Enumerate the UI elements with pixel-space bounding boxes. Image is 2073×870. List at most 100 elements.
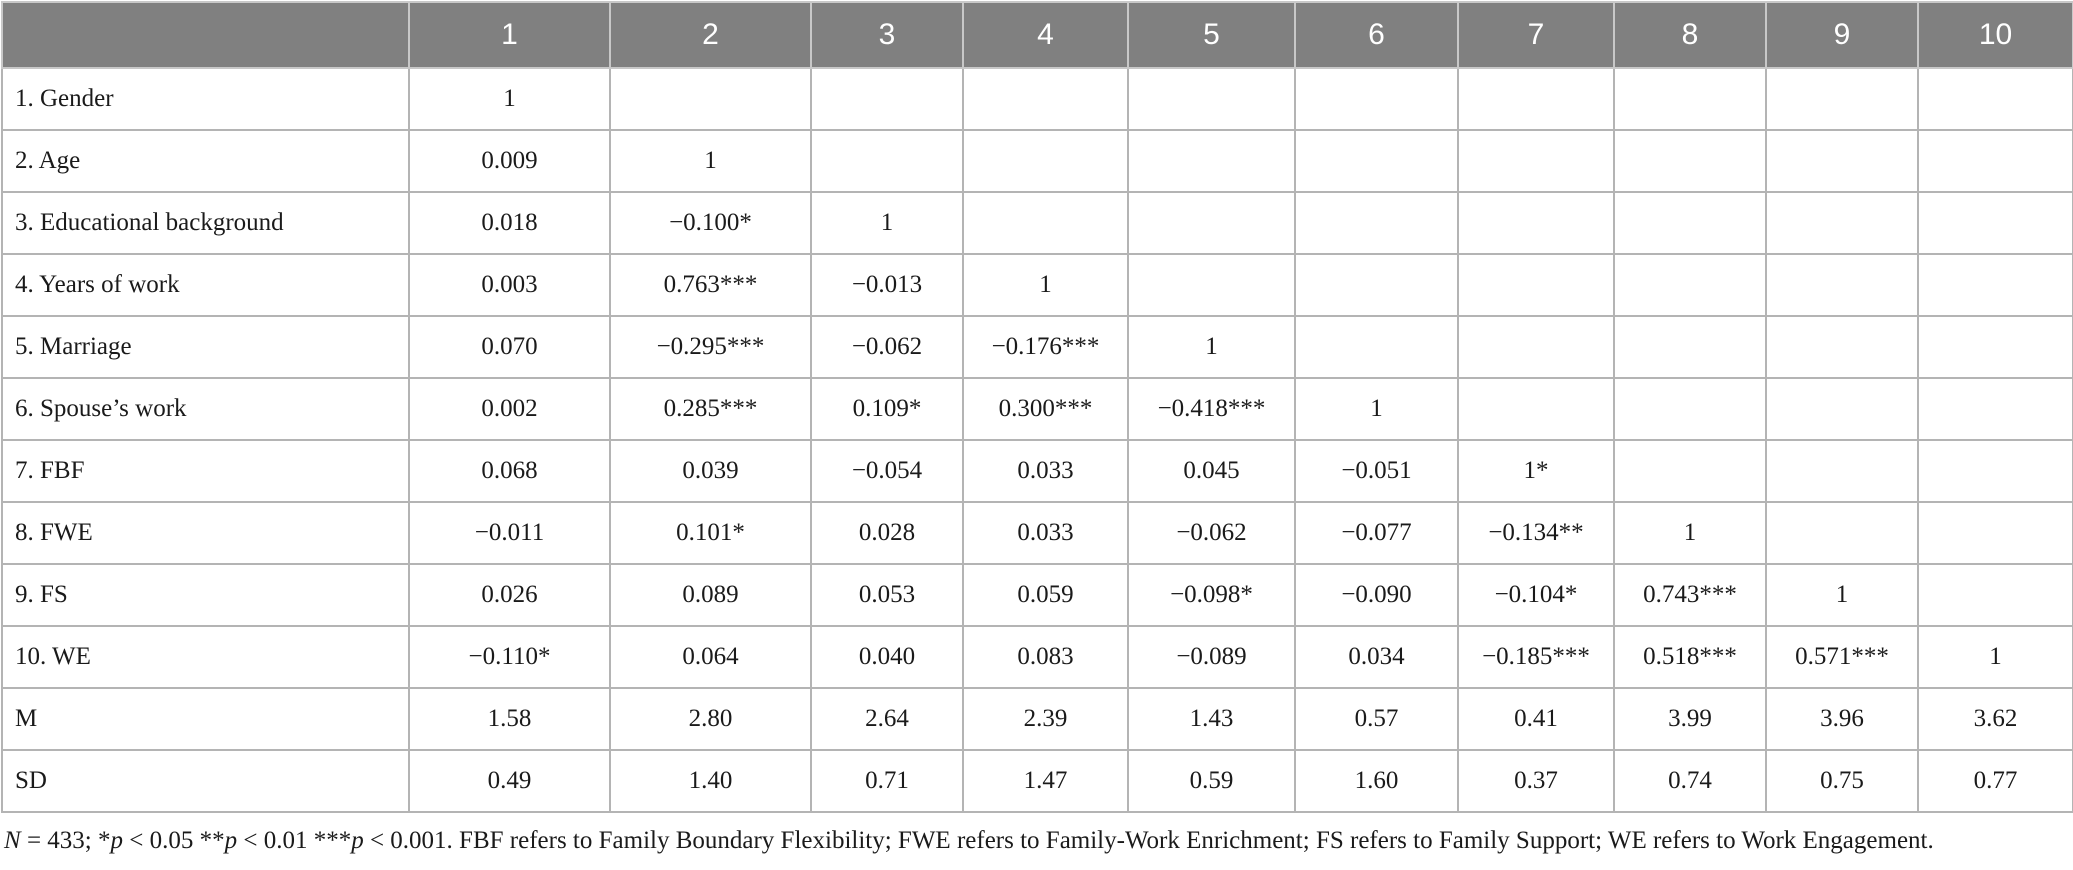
table-cell: 0.070 bbox=[408, 315, 611, 379]
table-cell bbox=[1917, 439, 2073, 503]
table-cell: −0.134** bbox=[1457, 501, 1615, 565]
table-row: 4. Years of work 0.003 0.763*** −0.013 1 bbox=[1, 253, 2073, 317]
table-cell bbox=[962, 191, 1129, 255]
table-cell bbox=[1457, 129, 1615, 193]
table-cell bbox=[1457, 253, 1615, 317]
table-cell: 0.743*** bbox=[1613, 563, 1767, 627]
table-cell bbox=[962, 67, 1129, 131]
table-cell bbox=[1917, 501, 2073, 565]
table-cell: −0.054 bbox=[810, 439, 964, 503]
table-cell: 0.028 bbox=[810, 501, 964, 565]
footnote-part: < 0.01 *** bbox=[237, 827, 352, 854]
table-cell: −0.185*** bbox=[1457, 625, 1615, 689]
table-cell: 1.47 bbox=[962, 749, 1129, 813]
table-cell: 0.040 bbox=[810, 625, 964, 689]
table-cell: 0.300*** bbox=[962, 377, 1129, 441]
table-cell: 3.62 bbox=[1917, 687, 2073, 751]
footnote-part: N bbox=[4, 827, 21, 854]
table-cell: −0.110* bbox=[408, 625, 611, 689]
table-cell: 1.58 bbox=[408, 687, 611, 751]
table-cell: 0.74 bbox=[1613, 749, 1767, 813]
table-cell: −0.104* bbox=[1457, 563, 1615, 627]
table-row: 10. WE −0.110* 0.064 0.040 0.083 −0.089 0.034−… bbox=[1, 625, 2073, 689]
table-row: SD 0.49 1.40 0.71 1.47 0.59 1.60 0.37 0.74 0.75 0.… bbox=[1, 749, 2073, 813]
column-header: 10 bbox=[1917, 1, 2073, 69]
table-cell: −0.062 bbox=[1127, 501, 1296, 565]
column-header: 3 bbox=[810, 1, 964, 69]
table-cell bbox=[1765, 191, 1919, 255]
row-label: 10. WE bbox=[1, 625, 410, 689]
table-cell: −0.090 bbox=[1294, 563, 1459, 627]
table-row: 8. FWE −0.011 0.101* 0.028 0.033 −0.062 −0.077… bbox=[1, 501, 2073, 565]
column-header: 7 bbox=[1457, 1, 1615, 69]
table-cell: 0.089 bbox=[609, 563, 812, 627]
table-cell: 0.033 bbox=[962, 439, 1129, 503]
row-label: 2. Age bbox=[1, 129, 410, 193]
table-cell: 0.57 bbox=[1294, 687, 1459, 751]
footnote-part: = 433; * bbox=[20, 827, 111, 854]
column-header: 2 bbox=[609, 1, 812, 69]
row-label: 1. Gender bbox=[1, 67, 410, 131]
table-cell bbox=[1613, 253, 1767, 317]
table-cell: −0.089 bbox=[1127, 625, 1296, 689]
footnote-part: p bbox=[224, 827, 238, 854]
row-label: 3. Educational background bbox=[1, 191, 410, 255]
table-cell: −0.062 bbox=[810, 315, 964, 379]
table-cell: 1 bbox=[609, 129, 812, 193]
column-header: 9 bbox=[1765, 1, 1919, 69]
table-cell bbox=[1294, 253, 1459, 317]
table-cell: 0.009 bbox=[408, 129, 611, 193]
table-cell: 0.77 bbox=[1917, 749, 2073, 813]
table-cell: −0.098* bbox=[1127, 563, 1296, 627]
table-cell: 1 bbox=[810, 191, 964, 255]
table-cell: −0.100* bbox=[609, 191, 812, 255]
row-label: M bbox=[1, 687, 410, 751]
table-cell bbox=[1765, 501, 1919, 565]
table-row: 9. FS 0.026 0.089 0.053 0.059 −0.098* −0.090 −0… bbox=[1, 563, 2073, 627]
table-cell bbox=[1613, 315, 1767, 379]
row-label: 8. FWE bbox=[1, 501, 410, 565]
table-cell: 1.40 bbox=[609, 749, 812, 813]
table-cell: 1 bbox=[1917, 625, 2073, 689]
table-cell bbox=[1765, 253, 1919, 317]
column-header: 8 bbox=[1613, 1, 1767, 69]
table-cell: −0.013 bbox=[810, 253, 964, 317]
table-cell bbox=[810, 129, 964, 193]
table-cell: 1* bbox=[1457, 439, 1615, 503]
table-cell bbox=[1294, 67, 1459, 131]
table-cell bbox=[810, 67, 964, 131]
table-cell bbox=[1765, 315, 1919, 379]
table-cell bbox=[962, 129, 1129, 193]
table-cell bbox=[1294, 315, 1459, 379]
table-cell bbox=[1613, 67, 1767, 131]
footnote: N = 433; *p < 0.05 **p < 0.01 ***p < 0.0… bbox=[4, 827, 2073, 855]
table-cell: 1 bbox=[962, 253, 1129, 317]
table-cell: 0.41 bbox=[1457, 687, 1615, 751]
table-cell bbox=[1765, 129, 1919, 193]
table-cell: −0.051 bbox=[1294, 439, 1459, 503]
table-row: 6. Spouse’s work 0.002 0.285*** 0.109* 0.300… bbox=[1, 377, 2073, 441]
table-cell bbox=[1917, 563, 2073, 627]
table-cell: −0.077 bbox=[1294, 501, 1459, 565]
table-cell: 0.018 bbox=[408, 191, 611, 255]
table-cell: 1.43 bbox=[1127, 687, 1296, 751]
table-cell: 0.039 bbox=[609, 439, 812, 503]
table-cell: 0.49 bbox=[408, 749, 611, 813]
table-cell: −0.295*** bbox=[609, 315, 812, 379]
table-cell: 0.101* bbox=[609, 501, 812, 565]
table-cell bbox=[1613, 191, 1767, 255]
table-cell: 0.034 bbox=[1294, 625, 1459, 689]
table-cell: 0.59 bbox=[1127, 749, 1296, 813]
table-cell bbox=[1917, 377, 2073, 441]
table-cell: 0.068 bbox=[408, 439, 611, 503]
column-header: 6 bbox=[1294, 1, 1459, 69]
table-cell: 1 bbox=[1294, 377, 1459, 441]
table-cell bbox=[1765, 67, 1919, 131]
table-cell bbox=[1457, 377, 1615, 441]
footnote-part: p bbox=[351, 827, 364, 854]
footnote-part: < 0.001. FBF refers to Family Boundary F… bbox=[363, 827, 1934, 854]
table-cell: 0.064 bbox=[609, 625, 812, 689]
row-label: SD bbox=[1, 749, 410, 813]
table-cell: 0.045 bbox=[1127, 439, 1296, 503]
